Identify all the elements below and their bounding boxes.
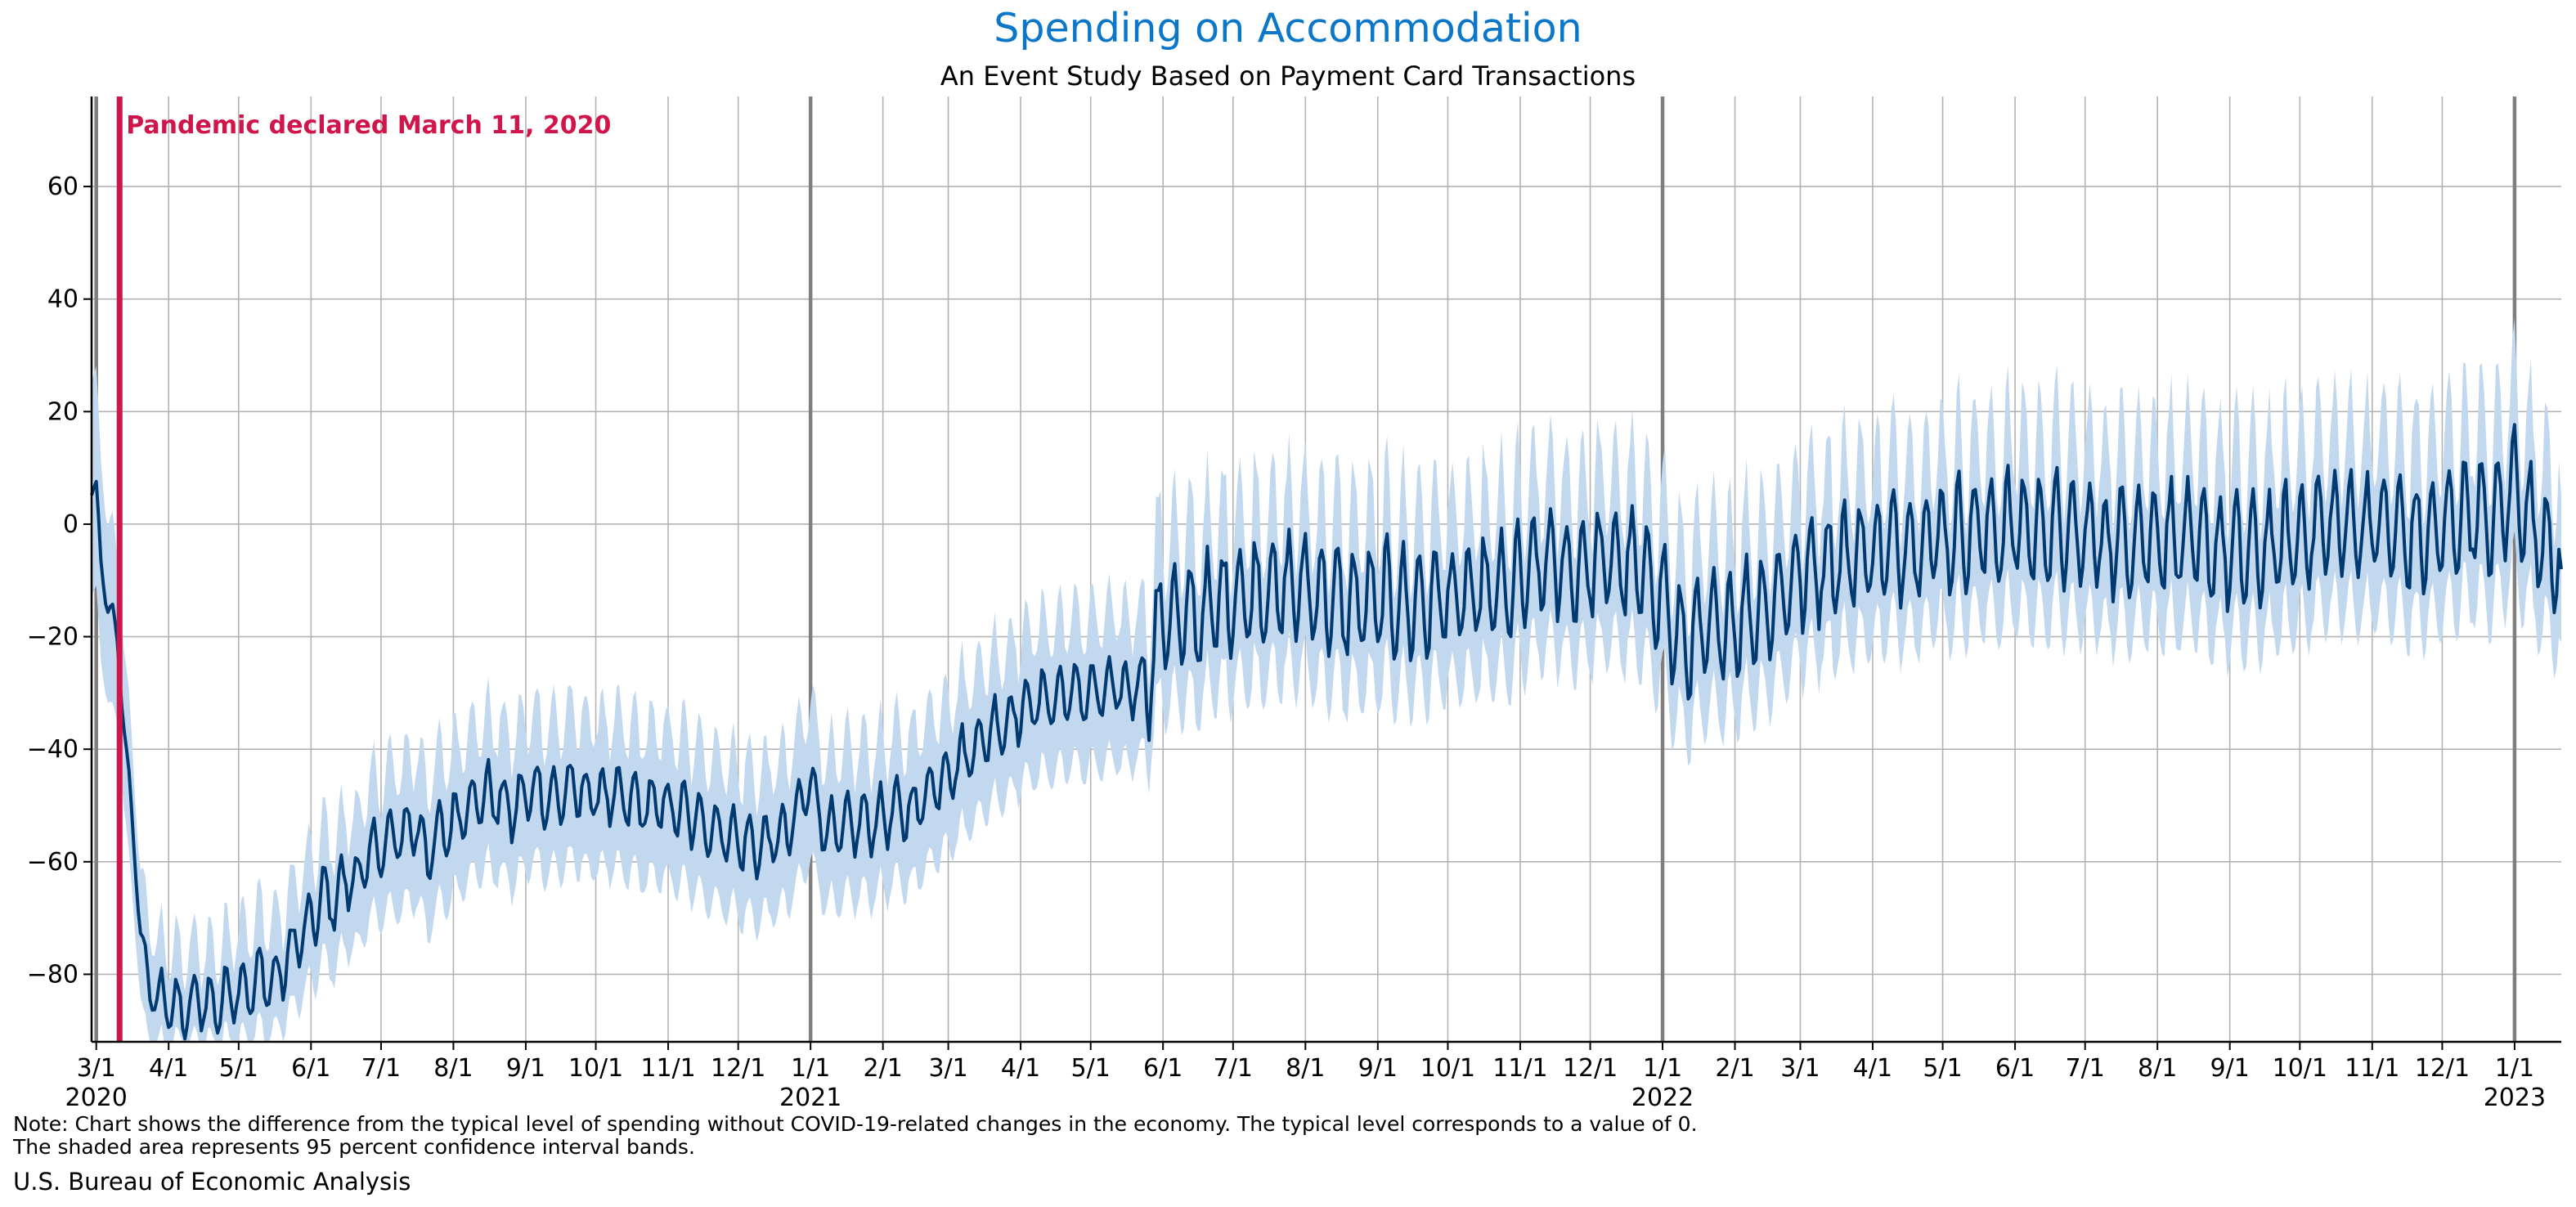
y-tick-label: 0 [63,510,79,539]
grid-lines [92,96,2561,1042]
x-year-label: 2023 [2484,1084,2546,1112]
x-tick-label: 4/1 [1001,1054,1040,1083]
y-tick-label: 20 [47,397,79,426]
y-tick-label: −60 [27,848,79,877]
source-credit: U.S. Bureau of Economic Analysis [13,1168,411,1196]
y-tick-label: −80 [27,960,79,989]
x-tick-label: 3/1 [1780,1054,1820,1083]
axes [83,96,2561,1050]
x-tick-label: 8/1 [2138,1054,2177,1083]
y-tick-label: −20 [27,623,79,652]
y-tick-label: 40 [47,285,79,314]
series-line-layer [90,423,2563,1041]
x-tick-label: 5/1 [219,1054,258,1083]
x-tick-label: 1/1 [791,1054,830,1083]
x-tick-label: 10/1 [1420,1054,1475,1083]
x-tick-label: 12/1 [711,1054,765,1083]
y-tick-label: 60 [47,173,79,201]
chart-subtitle: An Event Study Based on Payment Card Tra… [940,61,1636,92]
confidence-band [92,318,2561,1042]
x-tick-label: 4/1 [149,1054,188,1083]
x-tick-label: 10/1 [568,1054,623,1083]
x-tick-label: 7/1 [1214,1054,1253,1083]
x-tick-label: 10/1 [2273,1054,2327,1083]
confidence-band-layer [92,318,2561,1042]
x-tick-label: 5/1 [1923,1054,1962,1083]
x-tick-label: 1/1 [1643,1054,1682,1083]
x-year-label: 2022 [1631,1084,1694,1112]
x-tick-label: 3/1 [77,1054,116,1083]
chart-note-line-2: The shaded area represents 95 percent co… [13,1135,695,1159]
x-tick-label: 8/1 [1286,1054,1325,1083]
chart-title: Spending on Accommodation [994,5,1582,52]
x-tick-label: 6/1 [1995,1054,2035,1083]
x-tick-label: 11/1 [640,1054,695,1083]
x-tick-label: 2/1 [864,1054,903,1083]
x-tick-label: 5/1 [1071,1054,1111,1083]
event-marker-layer: Pandemic declared March 11, 2020 [116,96,611,1042]
x-tick-label: 9/1 [2210,1054,2250,1083]
chart-note-line-1: Note: Chart shows the difference from th… [13,1112,1698,1136]
x-year-label: 2021 [779,1084,841,1112]
x-tick-label: 11/1 [2345,1054,2399,1083]
series-line [90,423,2563,1041]
x-tick-label: 8/1 [433,1054,473,1083]
x-tick-label: 3/1 [928,1054,967,1083]
x-tick-label: 11/1 [1492,1054,1547,1083]
x-tick-label: 2/1 [1715,1054,1754,1083]
x-tick-label: 1/1 [2495,1054,2534,1083]
x-tick-label: 7/1 [361,1054,401,1083]
x-year-label: 2020 [65,1084,128,1112]
x-tick-label: 9/1 [1358,1054,1398,1083]
x-tick-label: 12/1 [1563,1054,1618,1083]
x-tick-label: 7/1 [2066,1054,2105,1083]
event-label: Pandemic declared March 11, 2020 [126,111,611,140]
x-tick-label: 6/1 [1143,1054,1183,1083]
x-tick-label: 6/1 [291,1054,330,1083]
x-tick-label: 4/1 [1853,1054,1892,1083]
y-tick-label: −40 [27,735,79,764]
x-tick-label: 12/1 [2415,1054,2470,1083]
x-tick-label: 9/1 [506,1054,545,1083]
